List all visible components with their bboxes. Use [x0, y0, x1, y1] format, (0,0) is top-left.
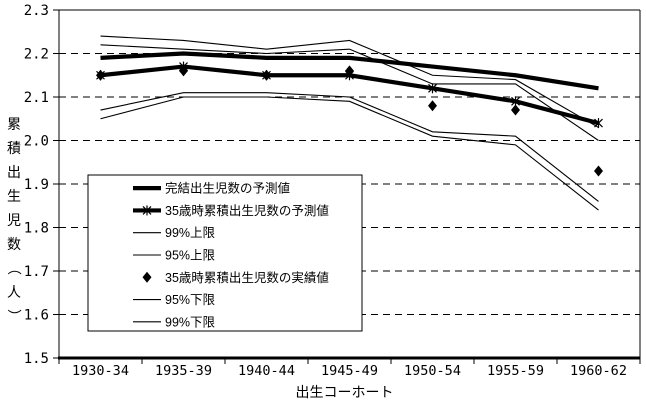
- y-axis-tick-label-2.1: 2.1: [24, 90, 49, 106]
- series-age35-forecast-marker-4: [428, 83, 437, 94]
- y-axis-title-char: 数: [7, 236, 21, 252]
- x-axis-title: 出生コーホート: [296, 384, 394, 400]
- y-axis-tick-label-1.8: 1.8: [24, 221, 49, 237]
- legend-label-age35-actual: 35歳時累積出生児数の実績値: [165, 270, 329, 285]
- legend-item-age35-actual: 35歳時累積出生児数の実績値: [142, 270, 329, 285]
- series-completed-forecast: [100, 51, 599, 91]
- y-axis-title-char: 積: [7, 140, 21, 156]
- legend-label-95-upper: 95%上限: [165, 249, 216, 263]
- series-age35-actual-marker-1: [179, 65, 188, 77]
- y-axis-tick-label-2.3: 2.3: [24, 3, 49, 19]
- legend-item-95-lower: 95%下限: [133, 293, 216, 307]
- x-axis-tick-label-1945-49: 1945-49: [321, 363, 378, 379]
- y-axis-tick-label-1.6: 1.6: [24, 308, 49, 324]
- series-age35-actual: [96, 65, 603, 177]
- series-age35-actual-marker-5: [511, 104, 520, 116]
- y-axis-title-char: 出: [7, 164, 21, 180]
- series-95-upper: [100, 44, 599, 141]
- y-axis-tick-label-2.2: 2.2: [24, 47, 49, 63]
- legend-sample-marker-age35-forecast: [142, 205, 152, 216]
- series-age35-actual-marker-3: [345, 65, 354, 77]
- series-completed-forecast-line: [100, 51, 599, 91]
- series-99-upper: [100, 35, 599, 128]
- series-95-lower-line: [100, 92, 599, 202]
- y-axis-title-char: 人: [7, 284, 21, 300]
- series-age35-actual-marker-6: [594, 165, 603, 177]
- y-axis-title-char: （: [6, 261, 22, 275]
- series-99-lower-line: [100, 96, 599, 211]
- legend-box: [87, 174, 363, 332]
- y-axis-tick-label-1.5: 1.5: [24, 351, 49, 367]
- legend-label-age35-forecast: 35歳時累積出生児数の予測値: [165, 203, 329, 218]
- legend-label-completed-forecast: 完結出生児数の予測値: [165, 181, 290, 196]
- series-99-lower: [100, 96, 599, 211]
- legend: 完結出生児数の予測値 35歳時累積出生児数の予測値 99%上限 95%上限 35歳時累積…: [87, 174, 363, 332]
- legend-label-99-lower: 99%下限: [165, 315, 216, 329]
- series-99-upper-line: [100, 35, 599, 128]
- series-age35-actual-marker-0: [96, 69, 105, 81]
- x-axis-tick-label-1935-39: 1935-39: [155, 363, 212, 379]
- series-age35-actual-marker-2: [262, 69, 271, 81]
- legend-label-99-upper: 99%上限: [165, 226, 216, 240]
- y-axis-tick-label-2.0: 2.0: [24, 134, 49, 150]
- y-axis-title-char: ）: [6, 309, 22, 323]
- legend-sample-marker-age35-actual: [142, 271, 152, 283]
- x-axis-tick-label-1940-44: 1940-44: [238, 363, 295, 379]
- x-axis-tick-label-1960-62: 1960-62: [570, 363, 627, 379]
- legend-item-age35-forecast: 35歳時累積出生児数の予測値: [133, 203, 329, 218]
- x-axis-tick-label-1950-54: 1950-54: [404, 363, 461, 379]
- series-95-lower: [100, 92, 599, 202]
- legend-item-95-upper: 95%上限: [133, 249, 216, 263]
- legend-item-completed-forecast: 完結出生児数の予測値: [133, 181, 290, 196]
- y-axis-tick-label-1.7: 1.7: [24, 264, 49, 280]
- legend-item-99-upper: 99%上限: [133, 226, 216, 240]
- series-age35-actual-marker-4: [428, 100, 437, 112]
- series-95-upper-line: [100, 44, 599, 141]
- y-axis-title-char: 児: [7, 212, 21, 228]
- legend-item-99-lower: 99%下限: [133, 315, 216, 329]
- y-axis-title-char: 累: [7, 116, 21, 132]
- y-axis-title-char: 生: [7, 188, 21, 204]
- legend-label-95-lower: 95%下限: [165, 293, 216, 307]
- y-axis-tick-label-1.9: 1.9: [24, 177, 49, 193]
- x-axis-tick-label-1930-34: 1930-34: [72, 363, 129, 379]
- x-axis-tick-label-1955-59: 1955-59: [487, 363, 544, 379]
